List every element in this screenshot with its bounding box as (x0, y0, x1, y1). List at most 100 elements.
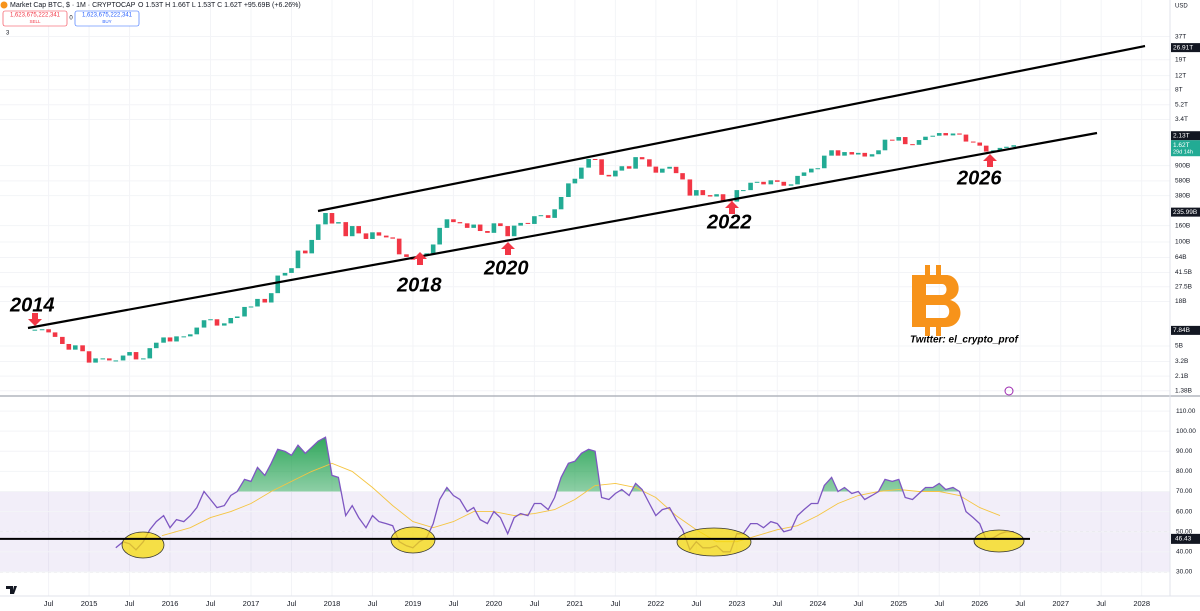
y-tick-label: 12T (1175, 72, 1186, 79)
candle-body (882, 139, 888, 151)
y-tick-label: 18B (1175, 298, 1187, 305)
candle-body (390, 237, 395, 239)
candle-body (923, 136, 928, 141)
price-badge (1171, 207, 1200, 217)
candle-body (141, 358, 146, 360)
candle-body (983, 145, 989, 152)
candle-body (228, 317, 234, 324)
x-tick-label: 2015 (81, 599, 98, 608)
candle-body (801, 172, 807, 176)
candle-body (862, 152, 868, 157)
y-tick-label: 30.00 (1176, 569, 1193, 576)
candle-body (748, 182, 753, 191)
candle-body (464, 223, 470, 228)
price-badge-label: 235.99B (1173, 209, 1197, 216)
candle-body (889, 139, 895, 141)
candle-body (694, 190, 699, 196)
candle-body (788, 184, 794, 186)
candle-body (174, 336, 179, 342)
arrow-up (413, 252, 427, 265)
candle-body (289, 268, 294, 273)
y-tick-label: 40.00 (1176, 549, 1193, 556)
price-badge-label: 26.91T (1173, 44, 1193, 51)
arrow-up (501, 242, 515, 255)
y-tick-label: 90.00 (1176, 448, 1193, 455)
candle-body (910, 144, 915, 146)
candle-body (491, 223, 497, 233)
candle-body (821, 155, 827, 169)
candle-body (700, 190, 706, 196)
annotation: 2026 (956, 167, 1002, 189)
candle-body (471, 224, 476, 228)
candle-body (586, 158, 591, 168)
candle-body (728, 200, 733, 202)
rsi-value-label: 46.43 (1175, 536, 1192, 543)
annotation: 2014 (9, 294, 55, 316)
x-tick-label: Jul (853, 599, 863, 608)
candle-body (437, 227, 442, 245)
candle-body (315, 224, 321, 240)
candle-body (194, 327, 200, 335)
highlight-ellipse (973, 529, 1025, 553)
x-tick-label: 2019 (405, 599, 422, 608)
sell-button[interactable] (2, 10, 68, 27)
y-tick-label: 3.2B (1175, 358, 1188, 365)
x-tick-label: Jul (611, 599, 621, 608)
price-badge-label: 7.84B (1173, 327, 1190, 334)
candle-body (113, 360, 119, 362)
candle-body (734, 190, 740, 202)
candle-body (147, 348, 153, 359)
candle-body (66, 343, 72, 350)
last-price-badge (1171, 140, 1200, 157)
buy-label: BUY (102, 19, 111, 24)
buy-button[interactable] (74, 10, 140, 27)
candle-body (781, 181, 787, 186)
candle-body (323, 213, 328, 225)
candle-body (518, 222, 523, 226)
candle-body (444, 219, 450, 228)
candle-body (242, 306, 247, 317)
last-price-label: 1.62T (1173, 142, 1190, 149)
x-tick-label: 2020 (486, 599, 503, 608)
candle-body (73, 345, 78, 350)
x-tick-label: Jul (1096, 599, 1106, 608)
price-badge (1171, 131, 1200, 141)
y-tick-label: 900B (1175, 162, 1190, 169)
candle-body (761, 181, 766, 185)
candle-body (161, 337, 166, 343)
support-trendline (27, 131, 1098, 330)
candle-body (349, 226, 355, 237)
candle-body (430, 244, 436, 254)
x-tick-label: Jul (368, 599, 378, 608)
x-tick-label: 2028 (1133, 599, 1150, 608)
event-icon (1004, 386, 1014, 396)
candle-body (970, 141, 976, 143)
y-tick-label: 60.00 (1176, 508, 1193, 515)
x-tick-label: Jul (449, 599, 459, 608)
annotation: 2022 (706, 211, 752, 233)
credit: Twitter: el_crypto_prof (910, 335, 1020, 346)
candle-body (120, 355, 126, 361)
candle-body (579, 167, 584, 179)
candle-body (768, 180, 774, 185)
candle-body (268, 293, 274, 303)
candle-body (552, 209, 557, 218)
x-tick-label: 2017 (243, 599, 260, 608)
y-tick-label: 580B (1175, 178, 1190, 185)
x-tick-label: 2024 (809, 599, 826, 608)
candle-body (680, 173, 685, 180)
candle-body (720, 194, 726, 201)
x-tick-label: Jul (773, 599, 783, 608)
candle-body (943, 133, 949, 136)
candle-body (855, 152, 861, 155)
candle-body (707, 195, 713, 197)
y-tick-label: 3.4T (1175, 116, 1188, 123)
y-tick-label: 37T (1175, 33, 1186, 40)
candle-body (107, 358, 112, 361)
y-tick-label: 380B (1175, 192, 1190, 199)
candle-body (363, 233, 369, 239)
coin-icon (0, 1, 8, 9)
candle-body (376, 232, 382, 236)
candle-body (829, 150, 834, 156)
